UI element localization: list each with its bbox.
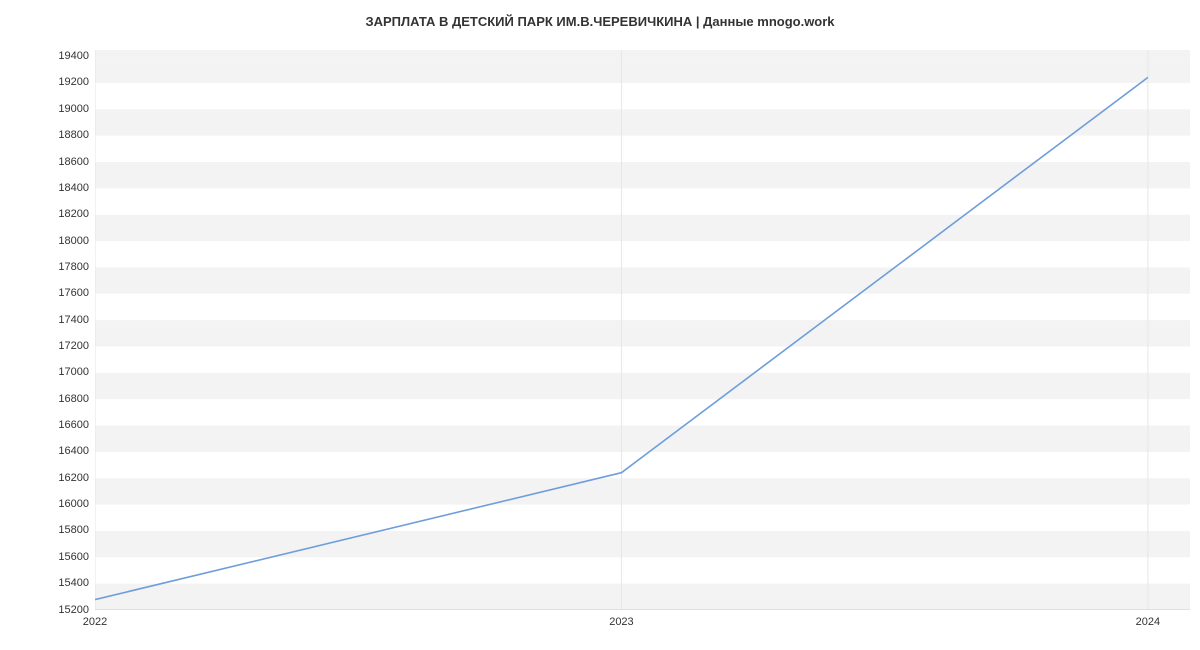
x-tick-label: 2023 (609, 616, 633, 628)
grid-band (95, 215, 1190, 241)
grid-band (95, 57, 1190, 83)
plot-area (95, 50, 1190, 610)
chart-title: ЗАРПЛАТА В ДЕТСКИЙ ПАРК ИМ.В.ЧЕРЕВИЧКИНА… (0, 14, 1200, 29)
y-tick-label: 19400 (58, 50, 89, 62)
y-tick-label: 16600 (58, 419, 89, 431)
grid-band (95, 373, 1190, 399)
y-tick-label: 18400 (58, 182, 89, 194)
y-tick-label: 16200 (58, 472, 89, 484)
y-tick-label: 15800 (58, 524, 89, 536)
grid-band (95, 584, 1190, 610)
grid-band (95, 426, 1190, 452)
y-tick-label: 18600 (58, 156, 89, 168)
grid-band (95, 531, 1190, 557)
y-tick-label: 17600 (58, 287, 89, 299)
y-tick-label: 16000 (58, 498, 89, 510)
y-tick-label: 18200 (58, 208, 89, 220)
y-tick-label: 15200 (58, 604, 89, 616)
salary-line-chart: ЗАРПЛАТА В ДЕТСКИЙ ПАРК ИМ.В.ЧЕРЕВИЧКИНА… (0, 0, 1200, 650)
grid-band (95, 267, 1190, 293)
grid-band (95, 320, 1190, 346)
grid-band (95, 162, 1190, 188)
grid-band (95, 50, 1190, 57)
y-tick-label: 17400 (58, 314, 89, 326)
x-tick-label: 2024 (1136, 616, 1160, 628)
x-tick-label: 2022 (83, 616, 107, 628)
y-tick-label: 19000 (58, 103, 89, 115)
grid-band (95, 109, 1190, 135)
y-tick-label: 15400 (58, 577, 89, 589)
chart-svg (95, 50, 1190, 610)
y-tick-label: 19200 (58, 76, 89, 88)
y-tick-label: 16800 (58, 393, 89, 405)
y-tick-label: 18000 (58, 235, 89, 247)
y-tick-label: 17200 (58, 340, 89, 352)
y-tick-label: 17000 (58, 366, 89, 378)
y-tick-label: 17800 (58, 261, 89, 273)
y-tick-label: 15600 (58, 551, 89, 563)
y-tick-label: 16400 (58, 445, 89, 457)
y-tick-label: 18800 (58, 129, 89, 141)
grid-band (95, 478, 1190, 504)
